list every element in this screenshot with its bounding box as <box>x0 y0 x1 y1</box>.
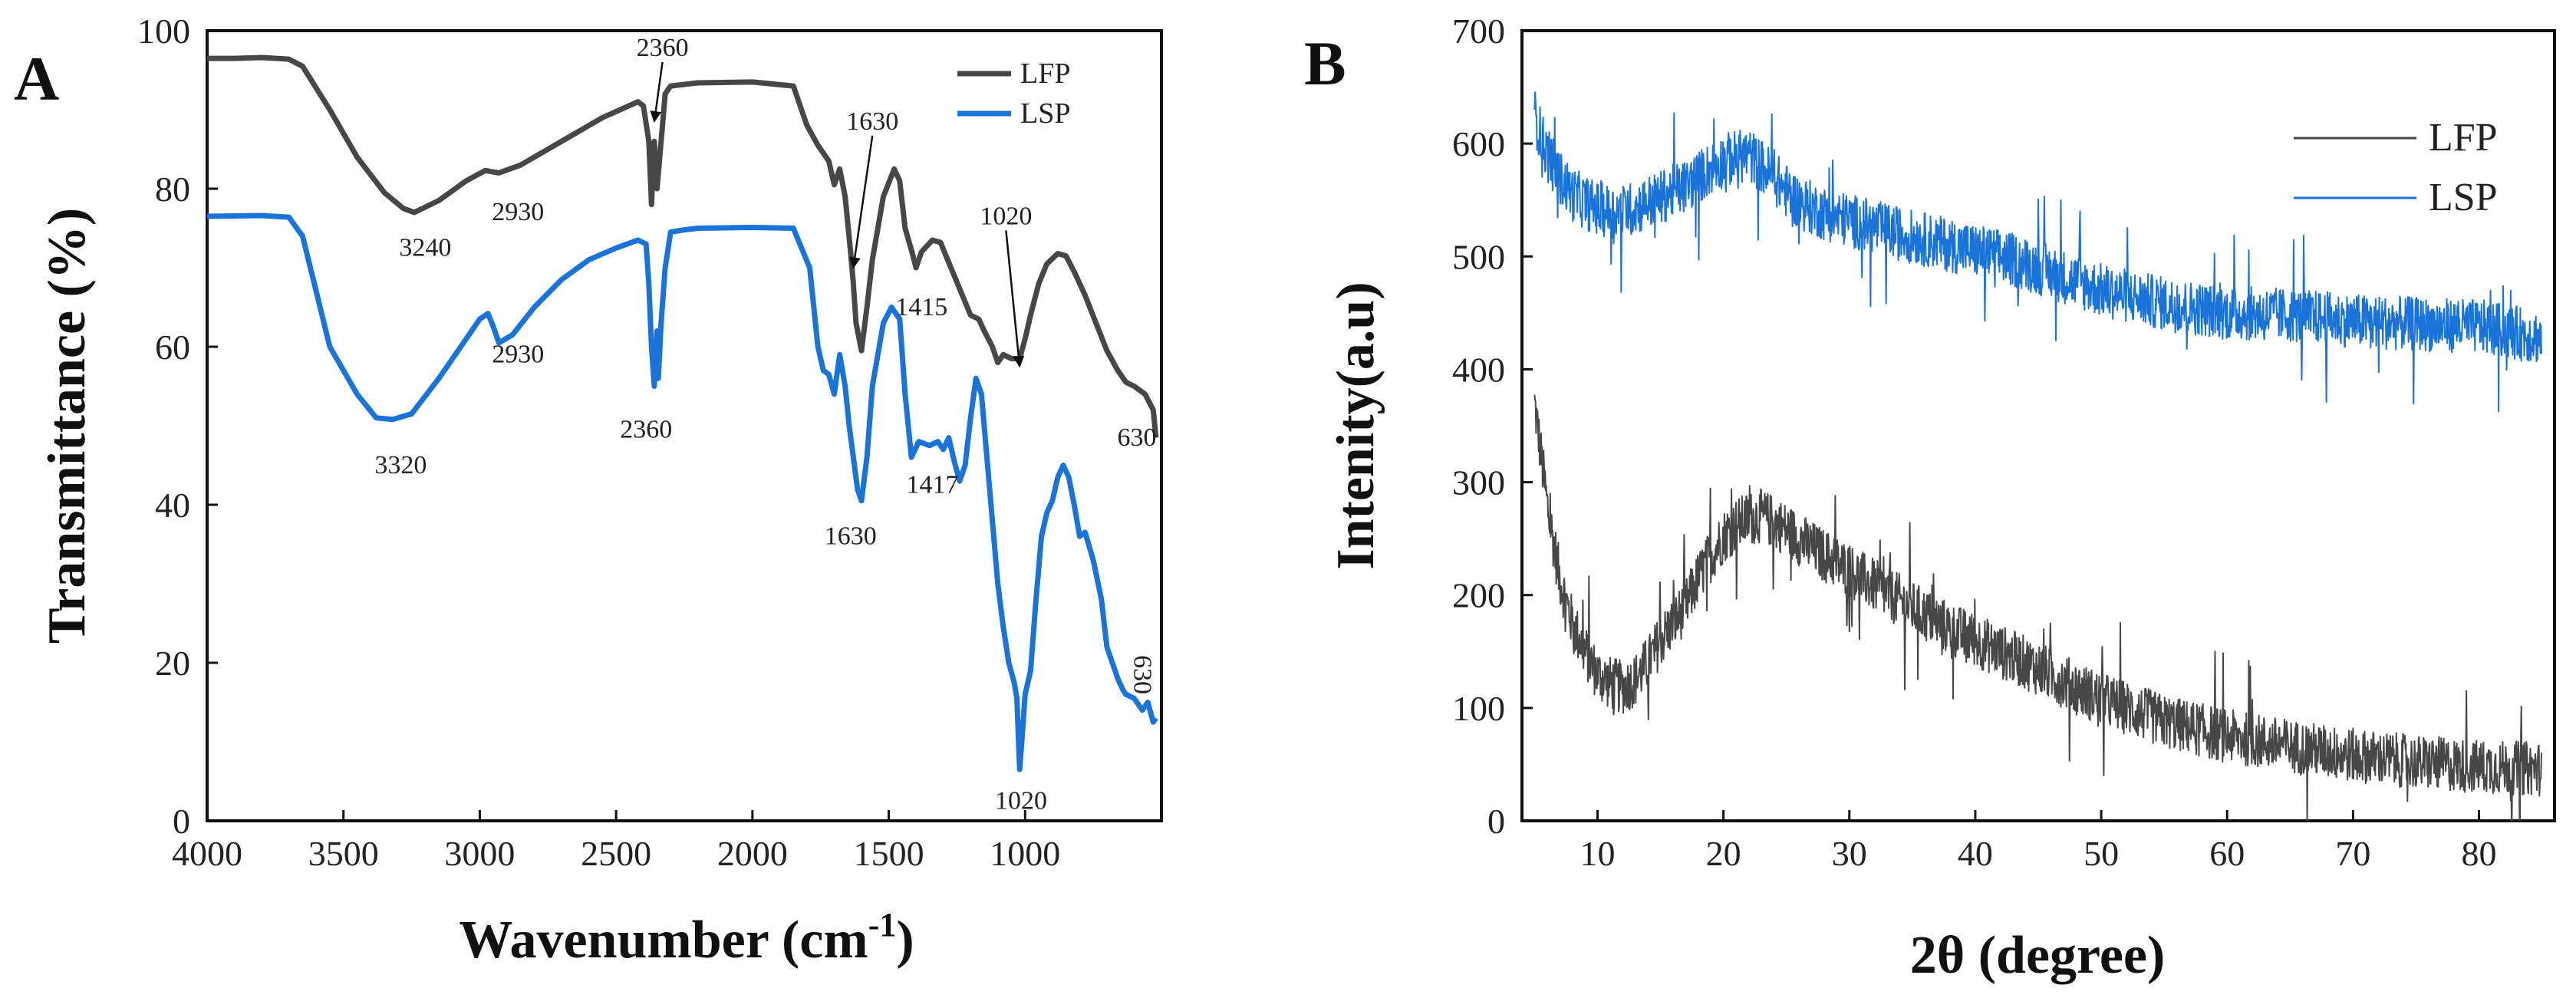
ftir-chart: A 4000 3500 3000 2500 2000 1500 1000 0 20 40 60 80 1… <box>14 12 1163 970</box>
legend-label-lfp-a: LFP <box>1020 58 1070 90</box>
y-tick-label-b: 200 <box>1452 576 1505 615</box>
y-axis-label-a: Transmittance (%) <box>38 208 97 644</box>
peak-label: 2360 <box>637 34 689 62</box>
y-tick-label-a: 100 <box>137 12 190 51</box>
x-tick-label-b: 30 <box>1832 834 1867 873</box>
x-tick-label-a: 1500 <box>854 834 924 873</box>
legend-b: LFP LSP <box>2294 116 2498 219</box>
peak-label: 1020 <box>980 202 1032 230</box>
peak-arrow <box>650 61 664 123</box>
y-tick-label-b: 300 <box>1452 463 1505 502</box>
x-tick-label-b: 80 <box>2462 834 2497 873</box>
y-tick-label-b: 600 <box>1452 124 1505 163</box>
panel-label-a: A <box>14 44 59 114</box>
y-tick-label-b: 100 <box>1452 689 1505 728</box>
series-line-lfp-b <box>1533 394 2542 821</box>
peak-arrow <box>848 135 874 269</box>
legend-label-lfp-b: LFP <box>2429 116 2498 160</box>
y-tick-label-b: 400 <box>1452 350 1505 389</box>
y-tick-label-b: 0 <box>1487 802 1505 841</box>
peak-label: 2930 <box>492 341 544 369</box>
x-tick-label-b: 10 <box>1580 834 1615 873</box>
y-axis-label-b: Intenity(a.u) <box>1326 282 1385 569</box>
x-tick-label-b: 20 <box>1706 834 1741 873</box>
y-tick-label-a: 0 <box>173 802 190 841</box>
plot-frame-a <box>206 29 1163 822</box>
x-tick-label-a: 3500 <box>308 834 379 873</box>
y-tick-label-a: 80 <box>155 170 190 209</box>
legend-label-lsp-b: LSP <box>2429 176 2498 219</box>
x-tick-label-a: 3000 <box>444 834 515 873</box>
x-tick-label-a: 4000 <box>172 834 242 873</box>
y-tick-label-b: 500 <box>1452 237 1505 276</box>
y-tick-label-b: 700 <box>1452 12 1505 51</box>
x-tick-label-b: 40 <box>1958 834 1993 873</box>
y-tick-label-a: 20 <box>155 644 190 683</box>
series-line-lsp-a <box>207 212 1158 772</box>
peak-label: 1630 <box>846 107 898 136</box>
x-axis-label-a: Wavenumber (cm-1) <box>459 906 914 970</box>
peak-label: 2930 <box>492 198 544 226</box>
peak-label: 2360 <box>620 415 672 443</box>
plot-frame-b <box>1520 29 2556 822</box>
peak-arrow <box>1005 230 1025 368</box>
xrd-chart: B 10 20 30 40 50 60 70 80 0 100 200 300 400 500 600 700… <box>1304 12 2556 985</box>
panel-label-b: B <box>1304 28 1346 98</box>
y-tick-label-a: 60 <box>155 328 190 367</box>
peak-label: 1020 <box>995 787 1047 815</box>
peak-label: 1417 <box>906 471 958 499</box>
peak-label: 1415 <box>895 293 947 321</box>
x-tick-label-a: 1000 <box>990 834 1060 873</box>
x-axis-label-b: 2θ (degree) <box>1910 926 2166 985</box>
y-tick-label-a: 40 <box>155 486 190 525</box>
x-tick-label-b: 70 <box>2335 834 2370 873</box>
series-line-lsp-b <box>1533 91 2542 413</box>
legend-a: LFP LSP <box>957 58 1070 130</box>
x-tick-label-b: 50 <box>2084 834 2119 873</box>
peak-label: 630 <box>1128 655 1156 694</box>
x-tick-label-b: 60 <box>2209 834 2245 873</box>
legend-label-lsp-a: LSP <box>1020 97 1070 130</box>
peak-label: 1630 <box>825 522 877 551</box>
x-tick-label-a: 2000 <box>717 834 788 873</box>
peak-label: 630 <box>1118 423 1157 452</box>
peak-label: 3320 <box>374 451 427 479</box>
x-tick-label-a: 2500 <box>581 834 651 873</box>
series-line-lfp-a <box>207 54 1159 438</box>
peak-label: 3240 <box>399 234 451 262</box>
